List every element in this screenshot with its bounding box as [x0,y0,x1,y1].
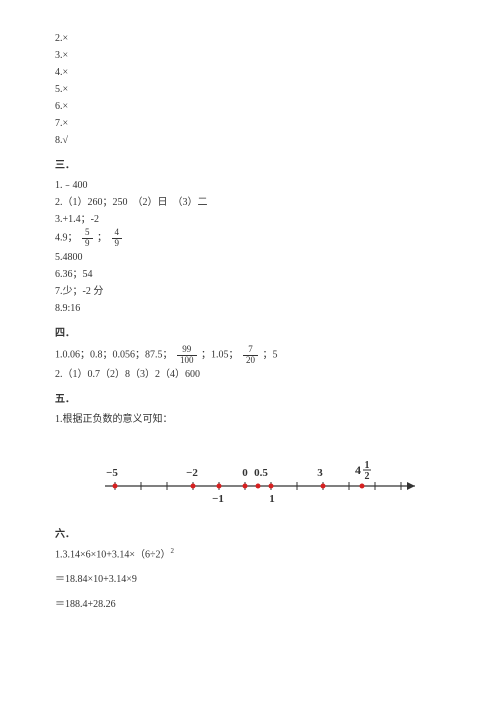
superscript: 2 [171,547,175,555]
s3-l3: 3.+1.4；-2 [55,211,445,228]
s3-l1: 1.﹣400 [55,177,445,194]
number-line: −5−200.53412−11 [55,446,445,516]
svg-text:−5: −5 [106,467,118,479]
fraction: 59 [82,228,93,249]
fraction: 99100 [177,345,197,366]
fraction: 49 [112,228,123,249]
s4-l2: 2.（1）0.7（2）8（3）2（4）600 [55,366,445,383]
tf-item: 4.× [55,67,68,78]
s5-l1: 1.根据正负数的意义可知： [55,411,445,428]
s3-l7: 7.少；-2 分 [55,283,445,300]
tf-item: 2.× [55,33,68,44]
text: ； [97,233,107,244]
text: 4.9； [55,233,78,244]
svg-text:2: 2 [365,471,370,482]
fraction: 720 [243,345,258,366]
s3-l6: 6.36；54 [55,266,445,283]
section-three-head: 三． [55,157,445,174]
s3-l2: 2.（1）260；250 （2）日 （3）二 [55,194,445,211]
tf-item: 7.× [55,118,68,129]
s3-l4: 4.9； 59 ； 49 [55,228,445,249]
svg-text:3: 3 [317,467,323,479]
s3-l5: 5.4800 [55,249,445,266]
section-two-list: 2.× 3.× 4.× 5.× 6.× 7.× 8.√ [55,30,445,149]
text: 1.3.14×6×10+3.14×（6÷2） [55,549,171,560]
text: ；1.05； [201,349,239,360]
s3-l8: 8.9:16 [55,300,445,317]
section-four-head: 四． [55,325,445,342]
tf-item: 6.× [55,101,68,112]
tf-item: 8.√ [55,135,68,146]
section-five-head: 五． [55,391,445,408]
tf-item: 3.× [55,50,68,61]
svg-text:−1: −1 [212,493,224,505]
s6-l3: ＝188.4+28.26 [55,596,445,613]
number-line-svg: −5−200.53412−11 [55,446,435,516]
svg-text:0.5: 0.5 [254,467,268,479]
text: ；5 [263,349,278,360]
tf-item: 5.× [55,84,68,95]
s6-l2: ＝18.84×10+3.14×9 [55,571,445,588]
svg-text:1: 1 [269,493,275,505]
page: 2.× 3.× 4.× 5.× 6.× 7.× 8.√ 三． 1.﹣400 2.… [0,0,500,643]
svg-text:1: 1 [365,460,370,471]
svg-text:4: 4 [355,463,361,477]
s6-l1: 1.3.14×6×10+3.14×（6÷2）2 [55,546,445,563]
text: 1.0.06；0.8；0.056；87.5； [55,349,173,360]
svg-text:−2: −2 [186,467,198,479]
svg-text:0: 0 [242,467,248,479]
s4-l1: 1.0.06；0.8；0.056；87.5； 99100 ；1.05； 720 … [55,345,445,366]
section-six-head: 六． [55,526,445,543]
